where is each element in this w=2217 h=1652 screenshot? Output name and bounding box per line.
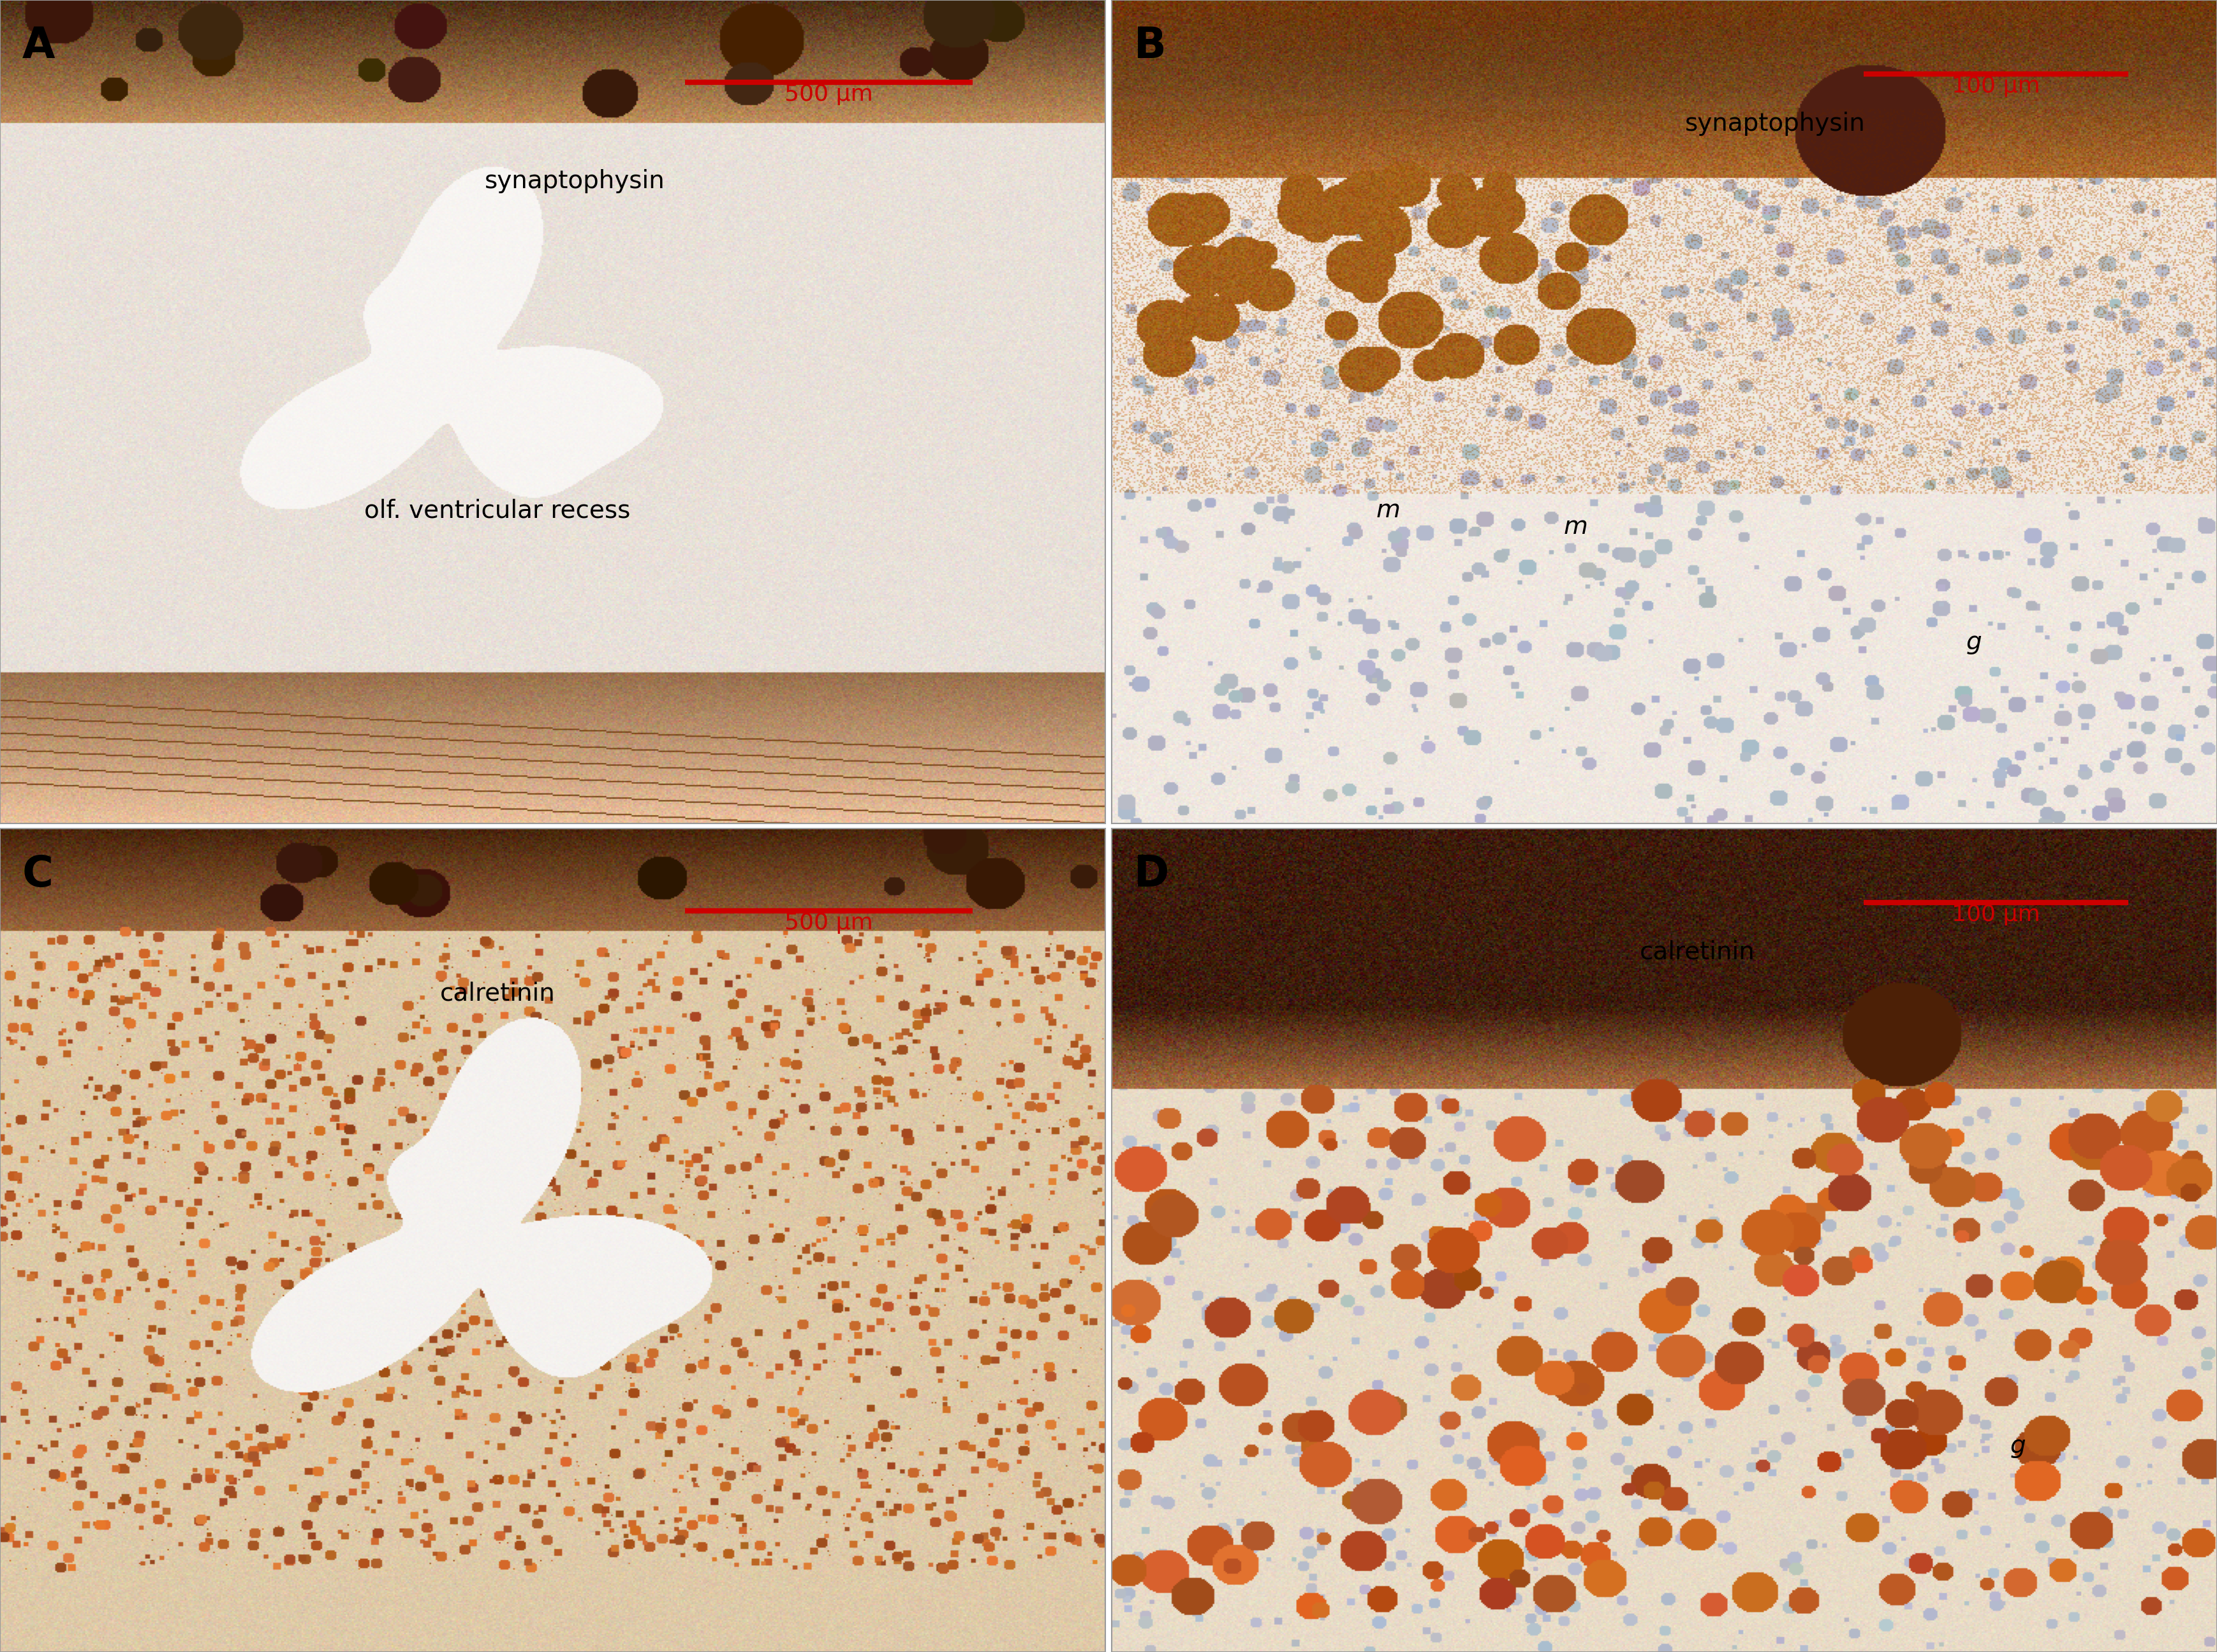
Text: m: m: [1377, 499, 1401, 522]
Text: 500 μm: 500 μm: [785, 912, 873, 933]
Text: g: g: [1966, 629, 1982, 654]
Text: m: m: [1563, 515, 1587, 539]
Text: A: A: [22, 25, 55, 66]
Text: synaptophysin: synaptophysin: [486, 169, 665, 193]
Text: olf. ventricular recess: olf. ventricular recess: [364, 499, 630, 522]
Text: D: D: [1133, 852, 1168, 895]
Text: synaptophysin: synaptophysin: [1685, 111, 1864, 135]
Text: 100 μm: 100 μm: [1951, 904, 2040, 925]
Text: calretinin: calretinin: [1641, 940, 1756, 965]
Text: B: B: [1133, 25, 1166, 66]
Text: 500 μm: 500 μm: [785, 84, 873, 106]
Text: calretinin: calretinin: [439, 981, 554, 1006]
Text: g: g: [2011, 1434, 2026, 1459]
Text: C: C: [22, 852, 53, 895]
Text: 100 μm: 100 μm: [1951, 76, 2040, 97]
